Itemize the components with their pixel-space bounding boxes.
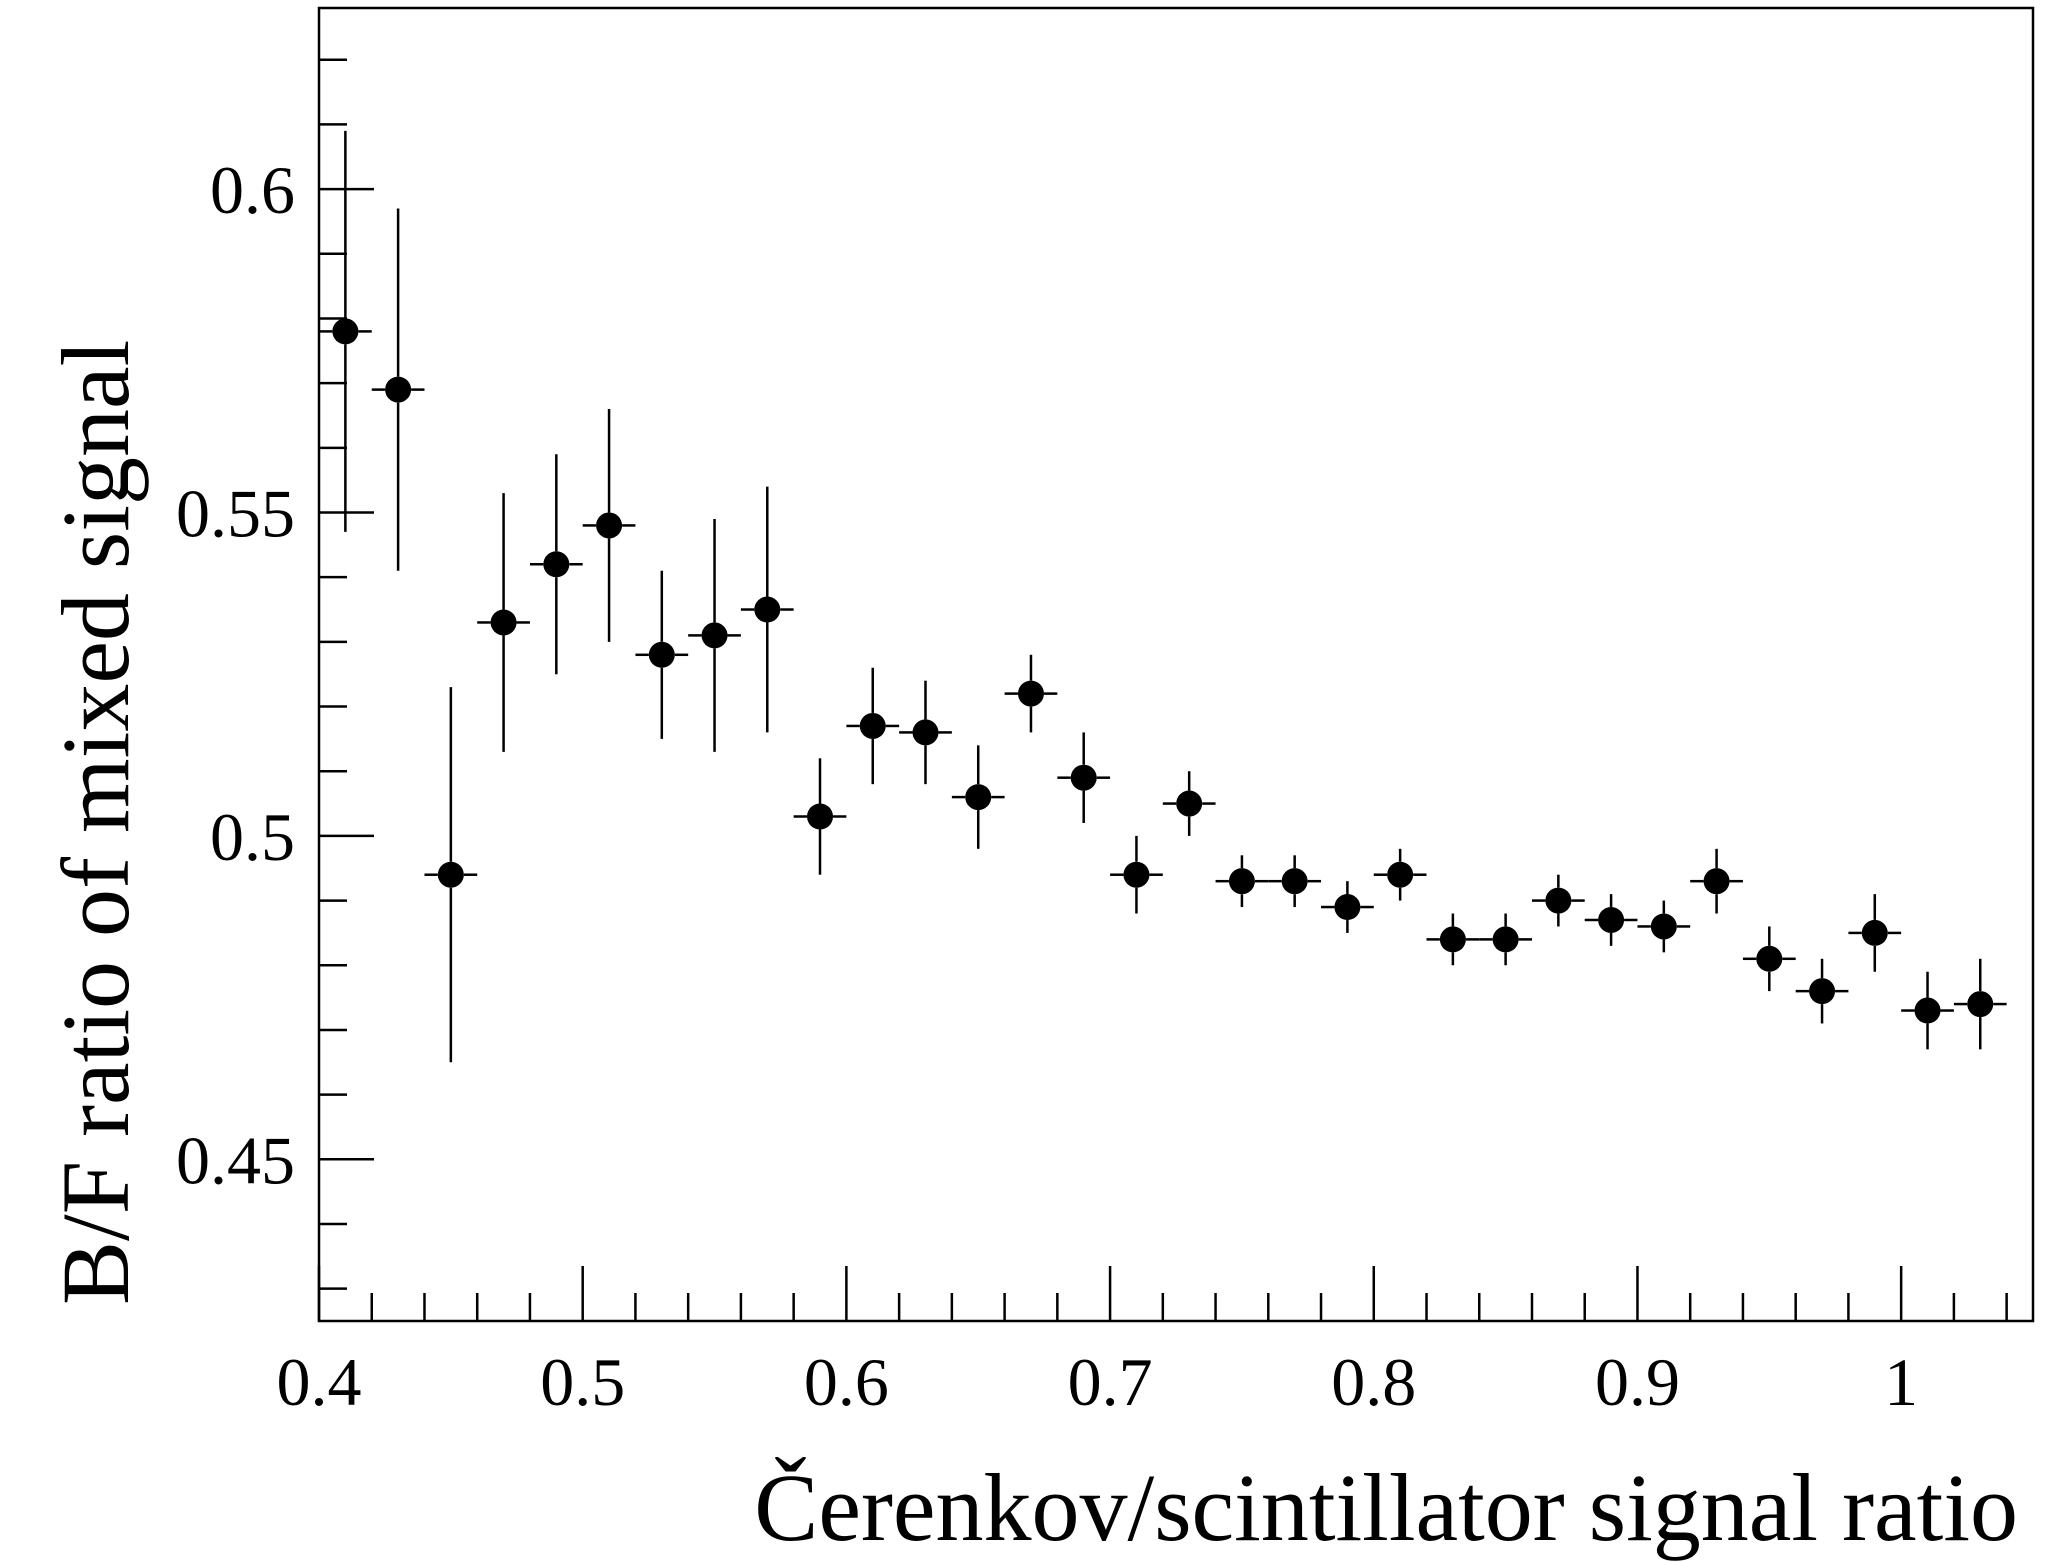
data-point-marker <box>1545 887 1572 914</box>
data-point-marker <box>1070 764 1097 791</box>
data-point-group <box>1004 654 1058 733</box>
data-points <box>319 130 2007 1063</box>
data-point-marker <box>754 596 781 623</box>
data-point-group <box>1373 848 1427 901</box>
data-point-marker <box>543 551 570 578</box>
data-point-group <box>371 208 425 571</box>
y-tick-label: 0.6 <box>210 152 295 228</box>
data-point-group <box>1321 881 1374 933</box>
data-point-marker <box>1703 868 1730 895</box>
data-point-group <box>1953 958 2007 1050</box>
y-tick-label: 0.5 <box>210 799 295 875</box>
data-point-marker <box>1967 991 1994 1018</box>
data-point-group <box>1479 913 1532 966</box>
data-point-marker <box>596 512 623 539</box>
data-point-marker <box>1492 926 1519 953</box>
x-tick-label: 0.7 <box>1068 1344 1153 1420</box>
x-tick-label: 0.6 <box>804 1344 889 1420</box>
data-point-group <box>424 687 478 1063</box>
x-tick-label: 1 <box>1884 1344 1918 1420</box>
data-point-group <box>529 454 583 675</box>
y-axis-label: B/F ratio of mixed signal <box>42 340 149 1305</box>
data-point-group <box>1742 926 1796 992</box>
data-point-marker <box>1650 913 1677 940</box>
data-point-marker <box>912 719 939 746</box>
data-point-group <box>1268 855 1322 908</box>
data-point-marker <box>332 318 359 345</box>
data-point-marker <box>1861 919 1888 946</box>
x-axis-ticks <box>317 1266 2008 1321</box>
plot-frame <box>317 6 2035 1323</box>
data-point-marker <box>965 784 992 811</box>
data-point-marker <box>385 376 412 403</box>
data-point-marker <box>1228 868 1255 895</box>
data-point-group <box>477 493 530 752</box>
data-point-group <box>899 680 952 785</box>
data-point-marker <box>1756 945 1783 972</box>
data-point-marker <box>1809 978 1836 1005</box>
x-tick-label: 0.5 <box>540 1344 625 1420</box>
y-tick-label: 0.45 <box>176 1122 295 1198</box>
x-tick-label: 0.4 <box>277 1344 362 1420</box>
data-point-group <box>1110 835 1163 914</box>
data-point-marker <box>807 803 834 830</box>
data-point-group <box>319 130 372 532</box>
data-point-group <box>1215 855 1269 908</box>
data-point-group <box>1848 894 1902 972</box>
data-point-group <box>740 486 794 733</box>
data-point-marker <box>1123 861 1150 888</box>
data-point-marker <box>1914 997 1941 1024</box>
data-point-group <box>688 518 741 752</box>
data-point-marker <box>1334 894 1361 921</box>
data-point-marker <box>1387 861 1414 888</box>
data-point-group <box>635 570 689 739</box>
data-point-group <box>951 745 1005 849</box>
data-point-group <box>793 758 847 875</box>
data-point-marker <box>490 609 517 636</box>
data-point-marker <box>648 641 675 668</box>
data-point-group <box>1690 848 1743 914</box>
data-point-marker <box>437 861 464 888</box>
data-point-marker <box>701 622 728 649</box>
y-axis-tick-labels: 0.45 0.5 0.55 0.6 <box>176 152 295 1198</box>
data-point-marker <box>1598 906 1625 933</box>
data-point-group <box>846 667 900 785</box>
x-tick-label: 0.8 <box>1331 1344 1416 1420</box>
x-axis-label: Čerenkov/scintillator signal ratio <box>754 1454 2018 1561</box>
data-point-group <box>582 409 636 642</box>
x-axis-tick-labels: 0.4 0.5 0.6 0.7 0.8 0.9 1 <box>277 1344 1919 1420</box>
data-point-group <box>1901 971 1954 1050</box>
data-point-marker <box>1176 790 1203 817</box>
data-point-group <box>1057 732 1111 823</box>
data-point-group <box>1162 771 1216 836</box>
y-tick-label: 0.55 <box>176 476 295 552</box>
x-tick-label: 0.9 <box>1595 1344 1680 1420</box>
data-point-group <box>1426 913 1480 966</box>
data-point-marker <box>859 712 886 739</box>
data-point-marker <box>1439 926 1466 953</box>
data-point-marker <box>1281 868 1308 895</box>
data-point-group <box>1795 958 1849 1024</box>
data-point-group <box>1584 894 1638 946</box>
data-point-marker <box>1017 680 1044 707</box>
data-point-group <box>1637 900 1691 953</box>
data-point-group <box>1531 874 1585 927</box>
